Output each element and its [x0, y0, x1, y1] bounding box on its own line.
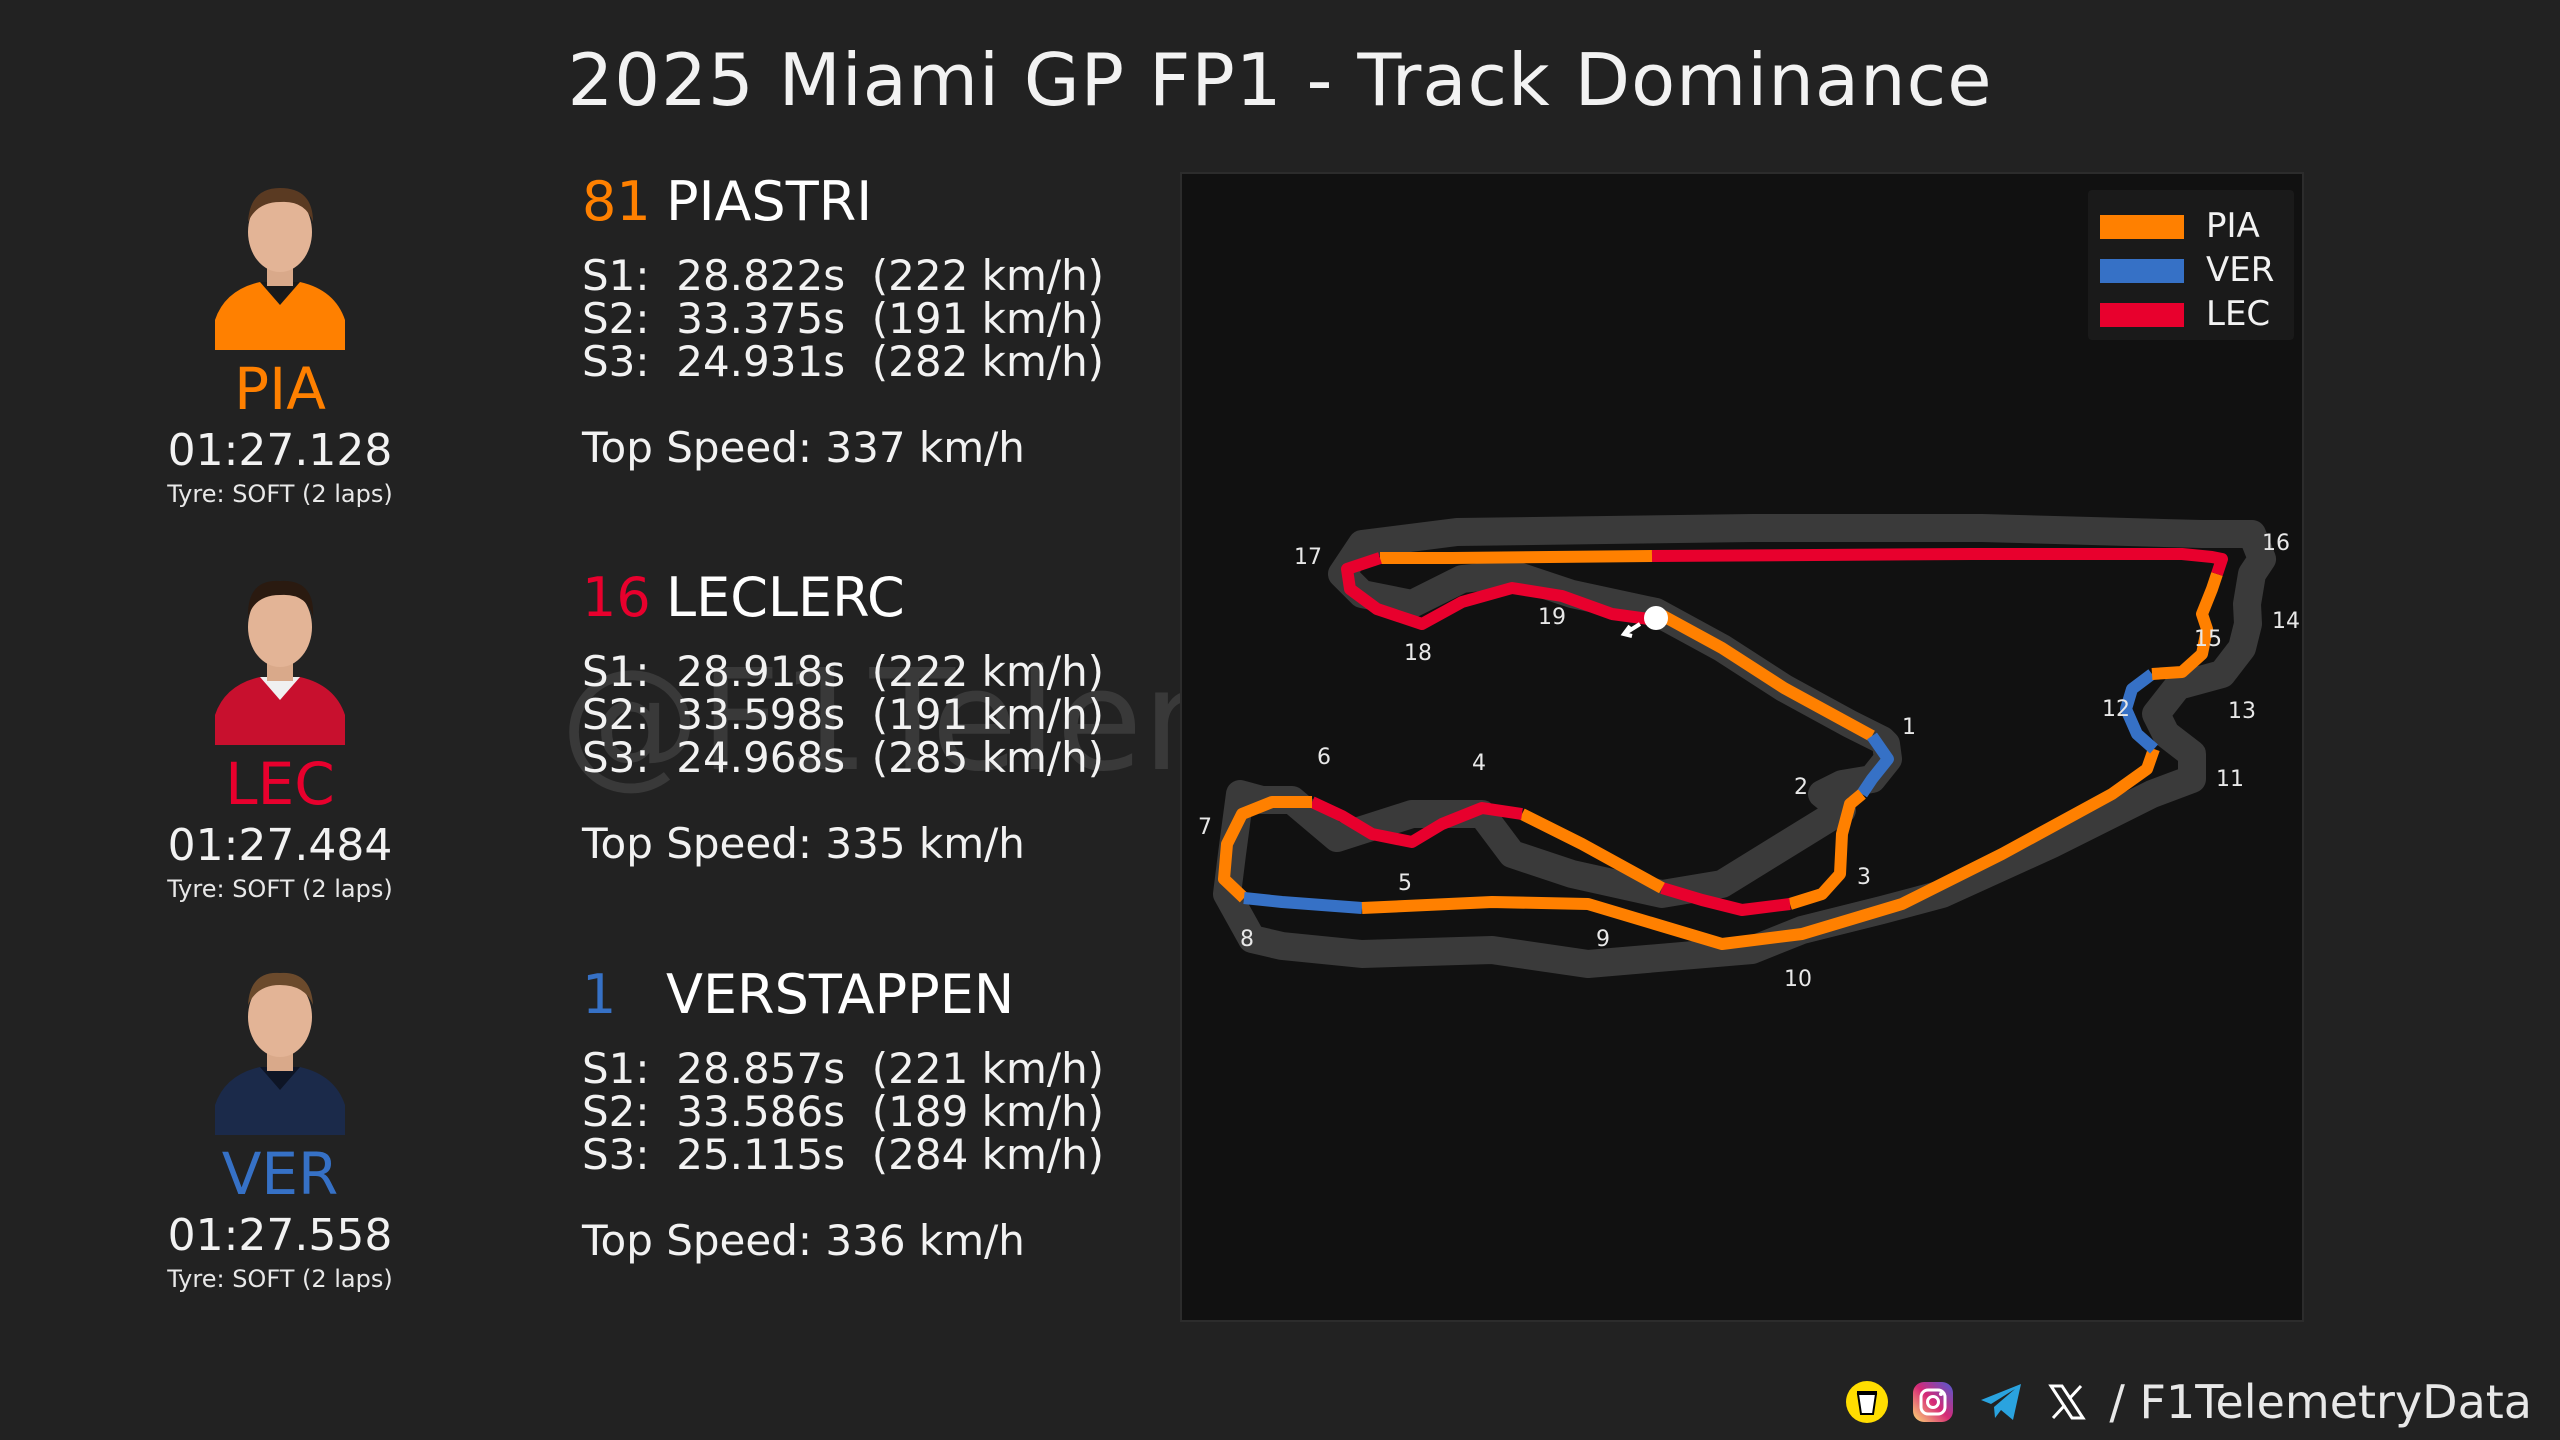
- corner-label: 14: [2272, 609, 2300, 634]
- track-segment: [1857, 732, 1894, 798]
- driver-portrait-ver: [215, 972, 345, 1135]
- driver-info-lec: 16 LECLERC S1: 28.918s (222 km/h) S2: 33.…: [582, 568, 1142, 869]
- telegram-icon[interactable]: [1977, 1380, 2025, 1424]
- driver-tyre: Tyre: SOFT (2 laps): [167, 1265, 393, 1293]
- corner-label: 13: [2228, 699, 2256, 724]
- track-segment: [1341, 552, 1657, 630]
- driver-tyre: Tyre: SOFT (2 laps): [167, 875, 393, 903]
- corner-label: 15: [2194, 627, 2222, 652]
- driver-number: 81: [582, 170, 651, 233]
- corner-label: 7: [1198, 815, 1212, 840]
- driver-number: 16: [582, 566, 651, 629]
- track-segment: [1218, 796, 1312, 903]
- corner-label: 1: [1902, 715, 1916, 740]
- corner-label: 11: [2216, 767, 2244, 792]
- footer: / F1TelemetryData: [1845, 1372, 2532, 1432]
- driver-laptime: 01:27.128: [167, 425, 393, 476]
- sector-1: S1: 28.918s (222 km/h): [582, 647, 1105, 696]
- driver-laptime: 01:27.558: [167, 1210, 393, 1261]
- sector-1: S1: 28.857s (221 km/h): [582, 1044, 1105, 1093]
- track-segment: [1651, 548, 2228, 576]
- track-segment: [1380, 550, 1653, 564]
- track-segment: [1653, 606, 1875, 742]
- sector-times: S1: 28.857s (221 km/h) S2: 33.586s (189 …: [582, 1047, 1142, 1176]
- corner-label: 18: [1404, 641, 1432, 666]
- driver-abbr: VER: [221, 1140, 339, 1208]
- corner-label: 6: [1317, 745, 1331, 770]
- driver-name: PIASTRI: [666, 170, 873, 233]
- corner-label: 12: [2102, 697, 2130, 722]
- sector-2: S2: 33.598s (191 km/h): [582, 690, 1105, 739]
- driver-info-ver: 1 VERSTAPPEN S1: 28.857s (221 km/h) S2: 3…: [582, 965, 1142, 1266]
- corner-label: 19: [1538, 605, 1566, 630]
- driver-name-line: 16 LECLERC: [582, 568, 1142, 628]
- track-segment: [1519, 808, 1665, 894]
- track-segment: [1309, 796, 1523, 848]
- driver-laptime: 01:27.484: [167, 820, 393, 871]
- driver-name: LECLERC: [666, 566, 905, 629]
- driver-card-ver: VER 01:27.558 Tyre: SOFT (2 laps): [140, 955, 420, 1293]
- driver-card-pia: PIA 01:27.128 Tyre: SOFT (2 laps): [140, 170, 420, 508]
- corner-label: 3: [1857, 865, 1871, 890]
- driver-card-lec: LEC 01:27.484 Tyre: SOFT (2 laps): [140, 565, 420, 903]
- legend-swatch: [2100, 259, 2184, 283]
- instagram-icon[interactable]: [1911, 1380, 1955, 1424]
- track-map-panel: 1 2 3 4 5 6 7 8 9 10 11 12 13 14 15 16 1…: [1180, 172, 2304, 1322]
- direction-arrow: [1620, 622, 1642, 638]
- top-speed: Top Speed: 337 km/h: [582, 423, 1025, 472]
- driver-name-line: 1 VERSTAPPEN: [582, 965, 1142, 1025]
- track-outline: [1213, 514, 2276, 978]
- footer-handle[interactable]: / F1TelemetryData: [2109, 1375, 2532, 1429]
- page-title: 2025 Miami GP FP1 - Track Dominance: [567, 38, 1993, 122]
- start-marker: [1644, 606, 1668, 630]
- track-segment: [2120, 669, 2158, 754]
- driver-abbr: LEC: [225, 750, 335, 818]
- legend-label: LEC: [2206, 294, 2271, 334]
- driver-portrait-lec: [215, 580, 345, 745]
- legend-label: VER: [2206, 250, 2275, 290]
- corner-label: 16: [2262, 531, 2290, 556]
- track-map: 1 2 3 4 5 6 7 8 9 10 11 12 13 14 15 16 1…: [1198, 514, 2300, 992]
- corner-label: 8: [1240, 927, 1254, 952]
- sector-3: S3: 24.931s (282 km/h): [582, 337, 1105, 386]
- corner-label: 2: [1794, 775, 1808, 800]
- legend: PIA VER LEC: [2088, 190, 2294, 340]
- corner-label: 5: [1398, 871, 1412, 896]
- sector-times: S1: 28.822s (222 km/h) S2: 33.375s (191 …: [582, 254, 1142, 383]
- sector-3: S3: 24.968s (285 km/h): [582, 733, 1105, 782]
- top-speed: Top Speed: 335 km/h: [582, 819, 1025, 868]
- track-segment: [1788, 789, 1866, 910]
- x-icon[interactable]: [2047, 1382, 2087, 1422]
- corner-label: 17: [1294, 545, 1322, 570]
- driver-name-line: 81 PIASTRI: [582, 172, 1142, 232]
- driver-portrait-pia: [215, 188, 345, 350]
- sector-3: S3: 25.115s (284 km/h): [582, 1130, 1105, 1179]
- sector-1: S1: 28.822s (222 km/h): [582, 251, 1105, 300]
- driver-info-pia: 81 PIASTRI S1: 28.822s (222 km/h) S2: 33.…: [582, 172, 1142, 473]
- driver-number: 1: [582, 963, 617, 1026]
- track-segment: [1361, 747, 2160, 950]
- track-segment: [1660, 882, 1791, 916]
- driver-tyre: Tyre: SOFT (2 laps): [167, 480, 393, 508]
- legend-swatch: [2100, 215, 2184, 239]
- track-segment: [2151, 572, 2223, 680]
- sector-times: S1: 28.918s (222 km/h) S2: 33.598s (191 …: [582, 650, 1142, 779]
- legend-swatch: [2100, 303, 2184, 327]
- corner-label: 10: [1784, 967, 1812, 992]
- sector-2: S2: 33.375s (191 km/h): [582, 294, 1105, 343]
- driver-abbr: PIA: [234, 355, 326, 423]
- driver-name: VERSTAPPEN: [666, 963, 1015, 1026]
- buymeacoffee-icon[interactable]: [1845, 1380, 1889, 1424]
- corner-label: 9: [1596, 927, 1610, 952]
- corner-label: 4: [1472, 751, 1486, 776]
- legend-label: PIA: [2206, 206, 2260, 246]
- track-segment: [1243, 892, 1363, 914]
- sector-2: S2: 33.586s (189 km/h): [582, 1087, 1105, 1136]
- top-speed: Top Speed: 336 km/h: [582, 1216, 1025, 1265]
